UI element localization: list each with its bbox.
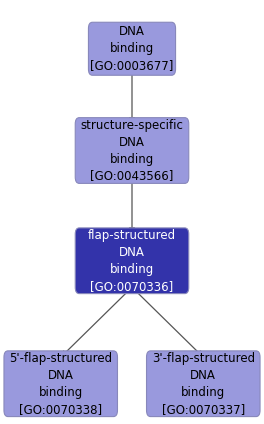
Text: DNA
binding
[GO:0003677]: DNA binding [GO:0003677] [90, 25, 174, 72]
Text: 3'-flap-structured
DNA
binding
[GO:0070337]: 3'-flap-structured DNA binding [GO:00703… [152, 352, 255, 416]
Text: structure-specific
DNA
binding
[GO:0043566]: structure-specific DNA binding [GO:00435… [81, 119, 183, 182]
FancyBboxPatch shape [75, 228, 189, 293]
FancyBboxPatch shape [4, 351, 117, 416]
Text: 5'-flap-structured
DNA
binding
[GO:0070338]: 5'-flap-structured DNA binding [GO:00703… [9, 352, 112, 416]
FancyBboxPatch shape [88, 22, 176, 75]
FancyBboxPatch shape [75, 117, 189, 183]
Text: flap-structured
DNA
binding
[GO:0070336]: flap-structured DNA binding [GO:0070336] [88, 229, 176, 293]
FancyBboxPatch shape [147, 351, 260, 416]
